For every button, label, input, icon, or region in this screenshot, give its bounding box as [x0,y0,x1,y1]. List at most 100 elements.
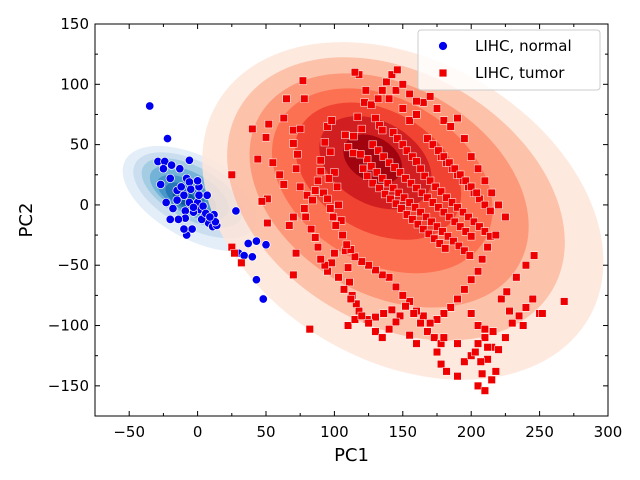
normal-point [161,197,171,208]
x-tick-label: 50 [256,423,275,441]
tumor-point [442,193,451,202]
tumor-point [409,309,418,318]
tumor-point [434,146,443,155]
tumor-point [467,232,476,241]
tumor-point [432,315,442,324]
x-tick-label: 300 [594,423,623,441]
tumor-point [424,229,433,238]
tumor-points [227,65,569,395]
tumor-point [313,243,323,252]
tumor-point [487,375,496,384]
tumor-point [467,309,476,318]
tumor-point [417,188,427,197]
tumor-point [263,218,272,228]
tumor-point [311,186,320,195]
tumor-point [364,261,373,270]
tumor-point [360,98,369,107]
tumor-point [346,294,355,304]
tumor-point [268,158,277,167]
normal-point [188,202,199,212]
normal-point [179,224,189,234]
tumor-point [316,255,325,264]
normal-point [251,236,261,246]
tumor-point [450,164,459,173]
normal-points [145,101,271,304]
y-tick-label: 0 [79,196,89,214]
tumor-point [383,179,392,188]
tumor-point [368,140,377,149]
tumor-point [405,89,414,99]
tumor-point [374,146,383,155]
tumor-point [412,157,421,166]
normal-point [258,294,268,304]
normal-point [145,101,155,111]
tumor-point [346,245,355,254]
y-tick-label: 150 [60,15,89,33]
tumor-point [371,327,380,336]
tumor-point [453,294,462,304]
tumor-point [357,124,366,133]
normal-point [158,164,168,174]
x-axis-label: PC1 [334,445,369,466]
tumor-point [467,182,476,191]
x-tick-label: 150 [388,423,417,441]
tumor-point [461,227,470,236]
tumor-point [367,100,376,109]
tumor-point [501,212,510,222]
tumor-point [279,114,288,123]
tumor-point [453,339,462,348]
tumor-point [431,182,440,191]
tumor-point [478,255,487,264]
tumor-point [515,311,524,320]
normal-point [239,251,249,261]
tumor-point [331,221,340,230]
tumor-point [453,203,462,212]
tumor-point [289,212,298,222]
tumor-point [316,156,325,165]
normal-point [202,190,212,200]
tumor-point [406,179,416,188]
tumor-point [473,321,483,330]
tumor-point [460,134,469,143]
normal-point [193,176,203,186]
tumor-point [292,249,301,258]
tumor-point [345,278,354,287]
tumor-point [439,208,448,217]
tumor-point [305,325,314,334]
tumor-point [382,77,391,86]
tumor-point [432,348,442,357]
plot-frame [94,23,609,417]
tumor-point [371,313,380,322]
tumor-point [253,155,262,164]
tumor-point [386,194,395,203]
tumor-point [391,199,401,208]
tumor-point [416,319,425,328]
normal-point [175,164,185,174]
tumor-point [442,367,451,376]
tumor-point [353,112,362,121]
tumor-point [342,240,351,249]
tumor-point [320,261,329,270]
tumor-point [367,162,376,171]
tumor-point [350,68,359,77]
tumor-point [419,98,428,107]
tumor-point [460,357,469,366]
tumor-point [391,317,401,326]
tumor-point [275,170,284,179]
tumor-point [300,204,309,213]
tumor-point [405,297,414,306]
normal-point [261,240,271,250]
tumor-point [230,249,239,258]
tumor-point [389,128,398,137]
tumor-point [413,220,422,229]
tumor-point [480,386,489,395]
tumor-point [426,92,435,101]
tumor-point [519,321,528,330]
tumor-point [530,251,539,260]
tumor-point [285,221,294,230]
tumor-point [430,234,439,243]
y-tick-label: −100 [48,317,89,335]
tumor-point [489,327,498,336]
tumor-point [453,372,462,381]
tumor-point [505,307,514,316]
